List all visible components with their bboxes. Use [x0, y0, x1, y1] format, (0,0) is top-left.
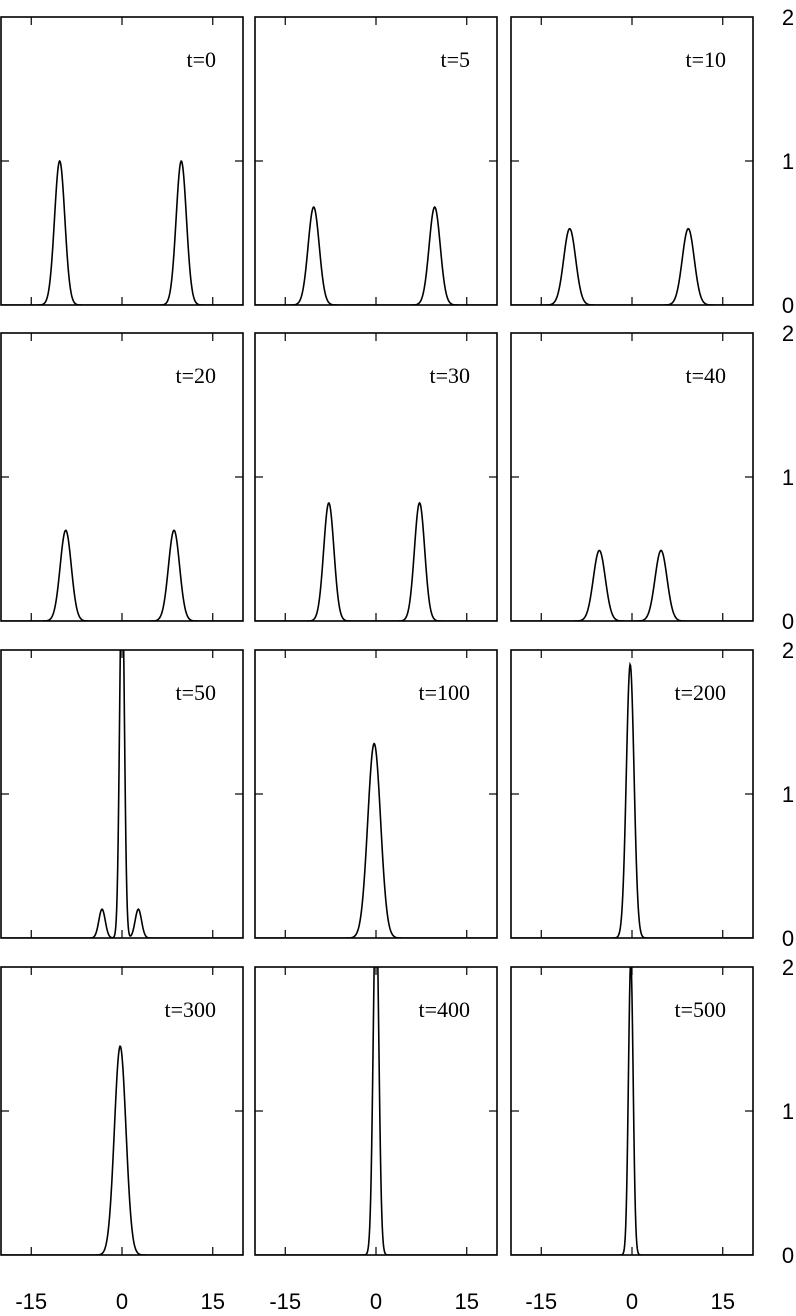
panel-t=200: t=200	[510, 649, 754, 939]
series-line	[255, 501, 497, 621]
panel-label: t=300	[164, 997, 216, 1022]
y-tick-label: 1	[782, 782, 794, 807]
x-tick-label: 15	[455, 1289, 479, 1314]
panel-label: t=50	[175, 680, 216, 705]
series-line	[511, 661, 753, 938]
x-tick-label: 0	[370, 1289, 382, 1314]
x-tick-label: 15	[201, 1289, 225, 1314]
y-tick-label: 0	[782, 1243, 794, 1268]
x-tick-label: 0	[626, 1289, 638, 1314]
panel-label: t=5	[440, 47, 470, 72]
x-tick-label: 15	[711, 1289, 735, 1314]
y-tick-label: 0	[782, 609, 794, 634]
y-tick-label: 0	[782, 293, 794, 318]
y-tick-label: 2	[782, 638, 794, 663]
series-line	[255, 967, 497, 1255]
x-tick-label: -15	[15, 1289, 47, 1314]
x-tick-label: -15	[525, 1289, 557, 1314]
panel-t=500: t=500	[510, 966, 754, 1256]
panel-t=5: t=5	[254, 16, 498, 306]
panel-t=50: t=50	[0, 649, 244, 939]
y-tick-label: 2	[782, 321, 794, 346]
panel-label: t=200	[674, 680, 726, 705]
panel-label: t=10	[685, 47, 726, 72]
panel-label: t=30	[429, 363, 470, 388]
y-tick-label: 0	[782, 926, 794, 951]
series-line	[1, 159, 243, 305]
y-tick-label: 2	[782, 5, 794, 30]
x-tick-label: -15	[269, 1289, 301, 1314]
series-line	[1, 529, 243, 621]
panel-label: t=100	[418, 680, 470, 705]
panel-t=10: t=10	[510, 16, 754, 306]
panel-label: t=400	[418, 997, 470, 1022]
panel-label: t=0	[186, 47, 216, 72]
panel-t=30: t=30	[254, 332, 498, 622]
x-tick-label: 0	[116, 1289, 128, 1314]
series-line	[255, 742, 497, 938]
series-line	[511, 967, 753, 1255]
y-tick-label: 1	[782, 1099, 794, 1124]
series-line	[511, 227, 753, 305]
panel-t=20: t=20	[0, 332, 244, 622]
panel-label: t=40	[685, 363, 726, 388]
panel-t=40: t=40	[510, 332, 754, 622]
panel-t=300: t=300	[0, 966, 244, 1256]
series-line	[511, 549, 753, 621]
panel-t=0: t=0	[0, 16, 244, 306]
y-tick-label: 1	[782, 149, 794, 174]
panel-t=400: t=400	[254, 966, 498, 1256]
y-tick-label: 2	[782, 955, 794, 980]
panel-t=100: t=100	[254, 649, 498, 939]
panel-label: t=500	[674, 997, 726, 1022]
series-line	[255, 206, 497, 305]
y-tick-label: 1	[782, 465, 794, 490]
panel-label: t=20	[175, 363, 216, 388]
series-line	[1, 1045, 243, 1255]
